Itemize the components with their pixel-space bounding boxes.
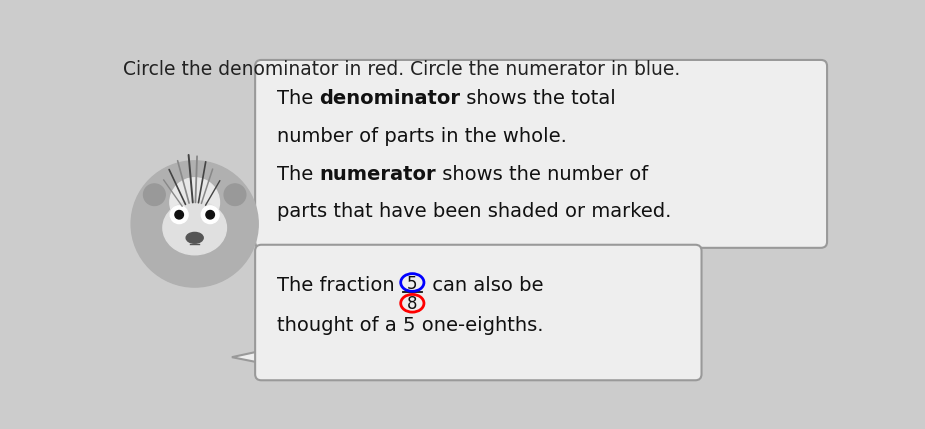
Polygon shape (419, 334, 430, 351)
Ellipse shape (163, 201, 227, 255)
Text: denominator: denominator (319, 89, 461, 108)
Circle shape (170, 178, 219, 227)
Text: numerator: numerator (319, 165, 436, 184)
Circle shape (206, 211, 215, 219)
Text: Circle the denominator in red. Circle the numerator in blue.: Circle the denominator in red. Circle th… (123, 60, 681, 79)
Circle shape (143, 184, 166, 205)
Text: shows the total: shows the total (461, 89, 616, 108)
Circle shape (170, 206, 188, 224)
Circle shape (175, 211, 183, 219)
Text: number of parts in the whole.: number of parts in the whole. (277, 127, 567, 146)
Text: can also be: can also be (426, 275, 544, 295)
Text: shows the number of: shows the number of (436, 165, 648, 184)
Text: The: The (277, 165, 319, 184)
Text: 5: 5 (407, 275, 417, 293)
Circle shape (202, 206, 219, 224)
Text: parts that have been shaded or marked.: parts that have been shaded or marked. (277, 202, 672, 221)
Polygon shape (232, 350, 278, 366)
Ellipse shape (186, 233, 204, 243)
Text: The fraction: The fraction (277, 275, 401, 295)
Circle shape (224, 184, 246, 205)
Circle shape (131, 161, 258, 287)
Text: The: The (277, 89, 319, 108)
Text: thought of a 5 one-eighths.: thought of a 5 one-eighths. (277, 316, 543, 335)
FancyBboxPatch shape (255, 245, 701, 380)
Text: 8: 8 (407, 295, 417, 313)
FancyBboxPatch shape (255, 60, 827, 248)
